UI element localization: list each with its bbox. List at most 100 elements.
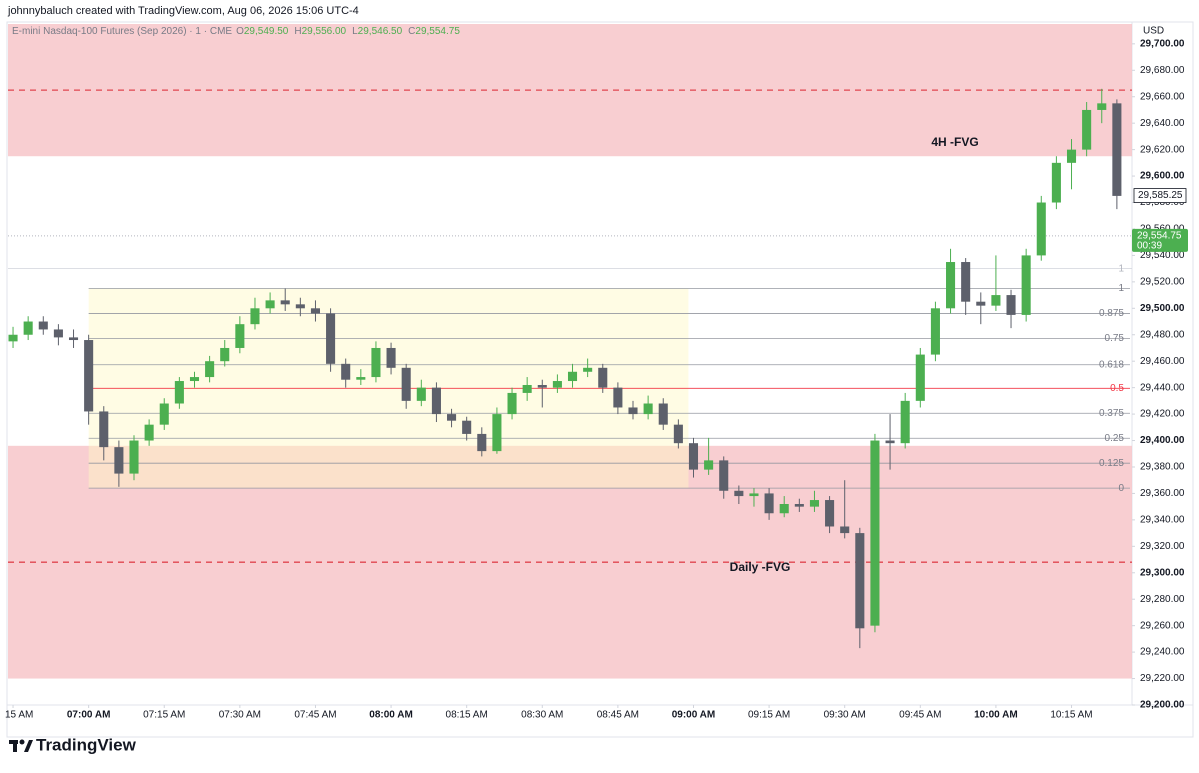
cursor-price-box [1133, 188, 1187, 203]
candle-body [537, 384, 547, 388]
candle-body [220, 347, 230, 362]
candle-body [356, 377, 366, 380]
zone-label: Daily -FVG [730, 560, 791, 574]
x-tick-label: 09:15 AM [748, 710, 790, 721]
last-price-label: 29,554.75 [1137, 231, 1182, 242]
candle-body [522, 384, 532, 393]
x-tick-label: 10:15 AM [1050, 710, 1092, 721]
y-tick-label: 29,240.00 [1140, 647, 1185, 658]
fib-label: 0 [1118, 483, 1124, 494]
header: johnnybaluch created with TradingView.co… [7, 5, 359, 17]
fib-label: 0.875 [1099, 308, 1124, 319]
candle-body [1021, 255, 1031, 315]
candle-body [250, 308, 260, 325]
x-tick-label: 07:00 AM [67, 710, 111, 721]
x-tick-label: 07:45 AM [294, 710, 336, 721]
x-tick-label: 10:00 AM [974, 710, 1018, 721]
candle-body [915, 354, 925, 401]
fib-label: 0.125 [1099, 458, 1124, 469]
y-tick-label: 29,620.00 [1140, 144, 1185, 155]
candle-body [779, 504, 789, 514]
candle-body [114, 447, 124, 474]
candle-body [961, 262, 971, 302]
candle-body [583, 367, 593, 372]
candle-body [749, 493, 759, 497]
candle-body [23, 321, 33, 335]
candle-body [280, 300, 290, 305]
candle-body [809, 500, 819, 507]
candle-body [704, 460, 714, 470]
y-tick-label: 29,220.00 [1140, 673, 1185, 684]
candle-body [855, 533, 865, 629]
currency: USD [1143, 26, 1164, 37]
y-tick-label: 29,540.00 [1140, 250, 1185, 261]
y-tick-label: 29,300.00 [1140, 567, 1185, 578]
plot: 1 0.875 0.75 0.618 0.5 0.375 0.25 0.125 0 1 4H -FV… [8, 24, 1132, 679]
candle-body [235, 324, 245, 348]
candle-body [99, 411, 109, 448]
candle-body [38, 321, 48, 330]
candle-body [930, 308, 940, 355]
footer-brand: TradingView [36, 735, 137, 754]
candle-body [734, 490, 744, 497]
y-tick-label: 29,480.00 [1140, 329, 1185, 340]
x-tick-label: 09:45 AM [899, 710, 941, 721]
candle-body [794, 504, 804, 507]
candle-body [144, 424, 154, 441]
candle-body [492, 414, 502, 452]
ohlc-key: O [236, 26, 244, 37]
candle-body [628, 407, 638, 415]
y-tick-label: 29,380.00 [1140, 462, 1185, 473]
candle-body [764, 493, 774, 514]
countdown: 00:39 [1137, 241, 1162, 252]
y-tick-label: 29,600.00 [1140, 171, 1185, 182]
zone-label: 4H -FVG [931, 135, 978, 149]
y-tick-label: 29,660.00 [1140, 91, 1185, 102]
y-tick-label: 29,200.00 [1140, 700, 1185, 711]
y-tick-label: 29,360.00 [1140, 488, 1185, 499]
candle-body [477, 433, 487, 452]
y-tick-label: 29,460.00 [1140, 356, 1185, 367]
x-tick-label: 09:00 AM [672, 710, 716, 721]
candle-body [431, 387, 441, 415]
candle-body [462, 420, 472, 434]
x-tick-label: 15 AM [5, 710, 33, 721]
frame [6, 21, 1194, 738]
candle-body [567, 371, 578, 382]
y-tick-label: 29,440.00 [1140, 382, 1185, 393]
x-tick-label: 08:00 AM [369, 710, 413, 721]
candle-body [870, 440, 880, 626]
fib-label: 0.25 [1105, 433, 1125, 444]
candle-body [613, 387, 623, 408]
x-tick-label: 08:30 AM [521, 710, 563, 721]
ohlc-value: 29,554.75 [415, 26, 460, 37]
candle-body [371, 347, 381, 378]
candle-body [719, 460, 729, 491]
candle-body [68, 337, 79, 341]
candle-body [946, 262, 956, 309]
legend: E-mini Nasdaq-100 Futures (Sep 2026) · 1… [12, 26, 460, 37]
candle-body [900, 400, 910, 444]
candle-body [159, 403, 169, 425]
x-tick-label: 08:45 AM [597, 710, 639, 721]
candle-body [401, 367, 411, 401]
y-tick-label: 29,420.00 [1140, 409, 1185, 420]
cursor-price-label: 29,585.25 [1138, 190, 1183, 201]
candle-body [825, 500, 835, 527]
candle-body [53, 329, 63, 338]
fib-label: 0.5 [1110, 383, 1124, 394]
candle-body [447, 414, 457, 421]
candle-body [598, 367, 608, 388]
candle-body [507, 392, 517, 415]
y-tick-label: 29,260.00 [1140, 620, 1185, 631]
candle-body [8, 334, 18, 342]
x-tick-label: 07:15 AM [143, 710, 185, 721]
candle-body [386, 347, 396, 368]
candle-body [1051, 162, 1061, 203]
candle-body [552, 381, 562, 388]
candle-body [205, 361, 215, 378]
y-tick-label: 29,340.00 [1140, 515, 1185, 526]
candle-body [341, 363, 351, 380]
candle-body [129, 440, 139, 474]
